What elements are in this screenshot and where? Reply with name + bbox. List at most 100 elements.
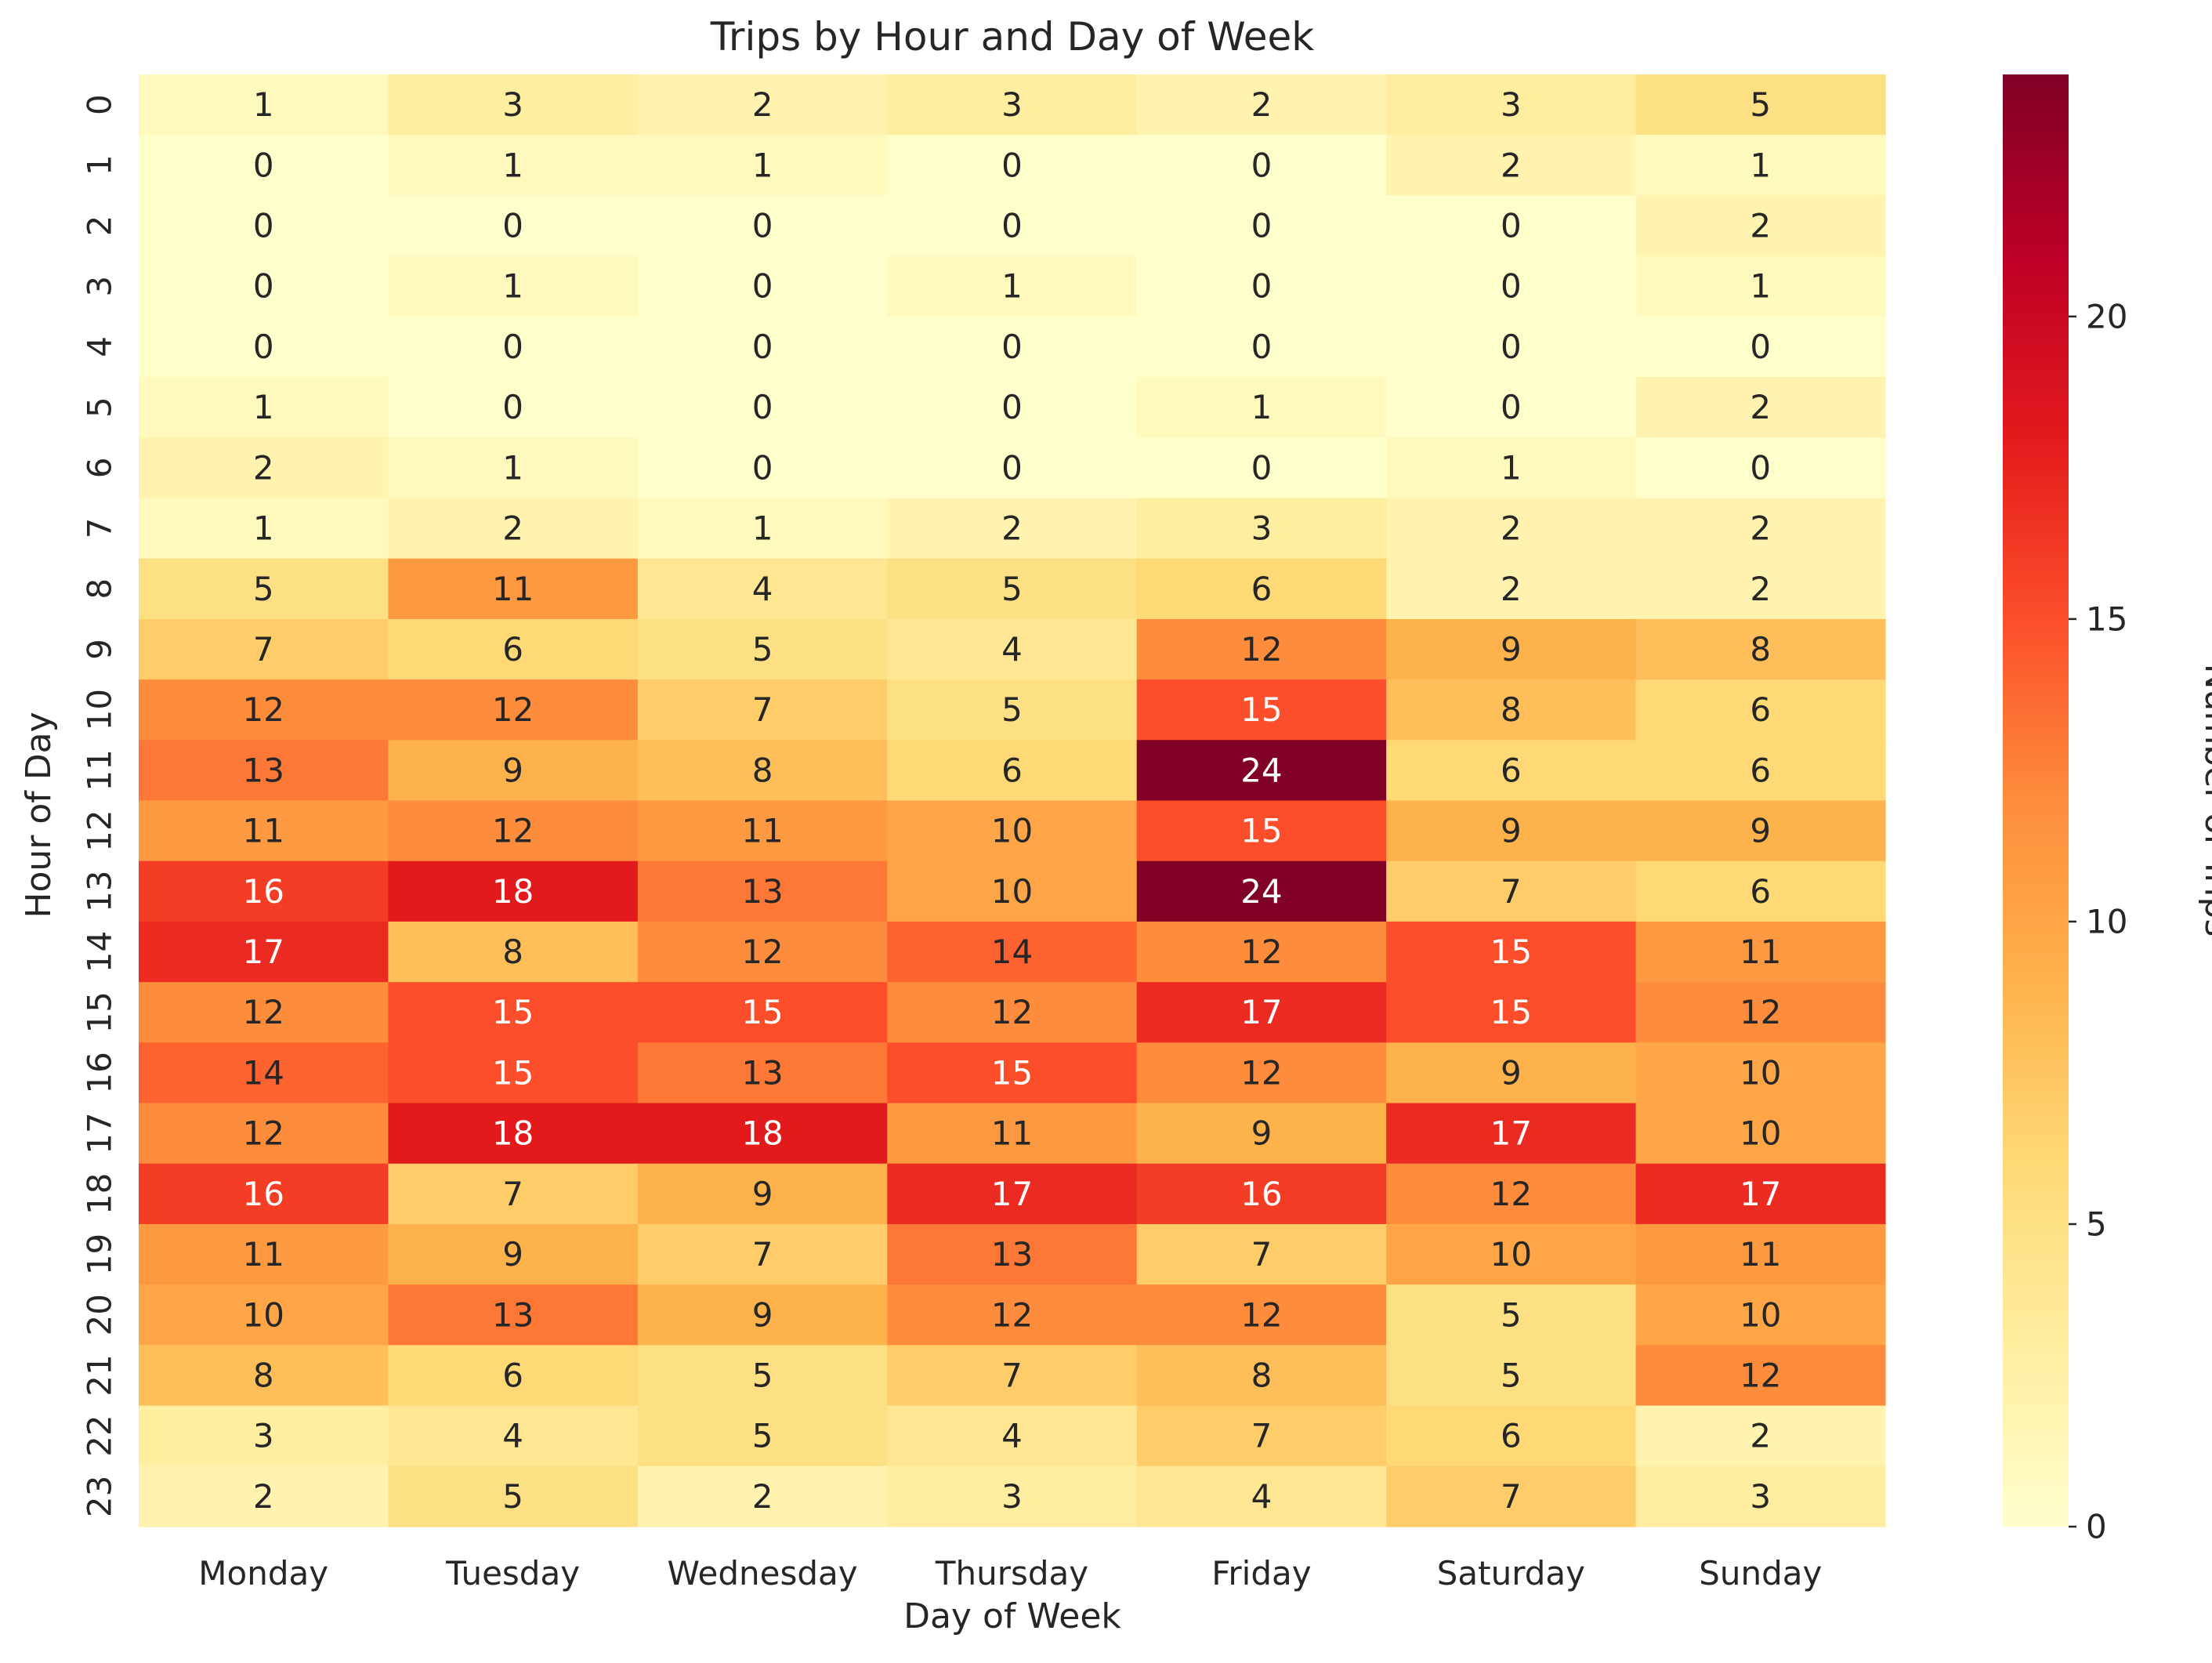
heatmap-cell xyxy=(887,1405,1138,1467)
cell-value-label: 10 xyxy=(1490,1235,1532,1274)
cell-value-label: 12 xyxy=(991,1295,1033,1334)
heatmap-cell xyxy=(388,1163,639,1225)
heatmap-cell xyxy=(1386,255,1637,317)
cell-value-label: 10 xyxy=(1740,1053,1781,1092)
cell-value-label: 4 xyxy=(1001,1417,1023,1455)
cell-value-label: 0 xyxy=(752,388,773,426)
y-tick-label: 13 xyxy=(81,871,119,912)
heatmap-cell xyxy=(887,437,1138,499)
heatmap-cell xyxy=(637,1405,888,1467)
cell-value-label: 4 xyxy=(502,1417,523,1455)
heatmap-cell xyxy=(637,437,888,499)
heatmap-cell xyxy=(1635,558,1886,620)
heatmap-cell xyxy=(1635,1042,1886,1104)
heatmap-cell xyxy=(1635,1466,1886,1527)
cell-value-label: 17 xyxy=(1490,1114,1532,1153)
heatmap-cell xyxy=(1386,860,1637,922)
cell-value-label: 17 xyxy=(991,1175,1033,1213)
heatmap-cell xyxy=(139,1345,389,1407)
cell-value-label: 12 xyxy=(1240,933,1282,971)
heatmap-cell xyxy=(1635,255,1886,317)
cell-value-label: 0 xyxy=(1501,207,1522,245)
heatmap-cell xyxy=(1635,135,1886,197)
colorbar-ticks: 0 5 10 15 20 xyxy=(2069,297,2127,1546)
cell-value-label: 1 xyxy=(1750,146,1771,184)
heatmap-cell xyxy=(637,860,888,922)
cell-value-label: 15 xyxy=(1490,933,1532,971)
heatmap-cell xyxy=(637,498,888,560)
heatmap-cell xyxy=(1635,1405,1886,1467)
cell-value-label: 24 xyxy=(1240,751,1282,789)
y-tick-label: 12 xyxy=(81,810,119,851)
heatmap-cell xyxy=(1136,1163,1387,1225)
heatmap-cell xyxy=(139,1284,389,1346)
heatmap-cell xyxy=(139,74,389,136)
cell-value-label: 12 xyxy=(741,933,783,971)
y-tick-label: 9 xyxy=(81,639,119,660)
cell-value-label: 14 xyxy=(242,1053,284,1092)
y-tick-label: 5 xyxy=(81,397,119,418)
cell-value-label: 12 xyxy=(1240,630,1282,668)
heatmap-cell xyxy=(637,1103,888,1165)
colorbar: 0 5 10 15 20 Number of Trips xyxy=(2003,74,2212,1546)
cell-value-label: 0 xyxy=(253,328,274,366)
cell-value-label: 3 xyxy=(1501,85,1522,124)
cell-value-label: 6 xyxy=(1501,1417,1522,1455)
heatmap-cell xyxy=(637,1042,888,1104)
heatmap-cell xyxy=(887,1466,1138,1527)
heatmap-cell xyxy=(1136,74,1387,136)
heatmap-cell xyxy=(887,377,1138,438)
cell-value-label: 5 xyxy=(1501,1356,1522,1394)
cell-value-label: 9 xyxy=(1501,812,1522,850)
heatmap-cell xyxy=(388,1042,639,1104)
heatmap-cell xyxy=(887,195,1138,257)
cell-value-label: 7 xyxy=(253,630,274,668)
cell-value-label: 12 xyxy=(242,1114,284,1153)
heatmap-cell xyxy=(388,316,639,378)
y-tick-label: 17 xyxy=(81,1112,119,1154)
cell-value-label: 2 xyxy=(1750,207,1771,245)
heatmap-cell xyxy=(388,679,639,741)
cell-value-label: 0 xyxy=(1501,267,1522,306)
cell-value-label: 9 xyxy=(1251,1114,1273,1153)
cell-value-label: 1 xyxy=(1750,267,1771,306)
heatmap-cell xyxy=(637,921,888,983)
colorbar-tick-label: 15 xyxy=(2086,600,2127,638)
cell-value-label: 11 xyxy=(1740,933,1781,971)
heatmap-cell xyxy=(139,377,389,438)
cell-value-label: 8 xyxy=(752,751,773,789)
heatmap-cell xyxy=(1386,740,1637,802)
heatmap-cell xyxy=(388,377,639,438)
cell-value-label: 1 xyxy=(1251,388,1273,426)
cell-value-label: 17 xyxy=(1740,1175,1781,1213)
colorbar-tick-label: 5 xyxy=(2086,1205,2107,1243)
heatmap-cell xyxy=(388,618,639,680)
cell-value-label: 0 xyxy=(1001,207,1023,245)
heatmap-cell xyxy=(637,558,888,620)
heatmap-cell xyxy=(1386,921,1637,983)
heatmap-cell xyxy=(139,195,389,257)
heatmap-cell xyxy=(887,1042,1138,1104)
cell-value-label: 4 xyxy=(752,570,773,608)
cell-value-label: 7 xyxy=(1501,872,1522,911)
heatmap-cell xyxy=(1136,1042,1387,1104)
cell-value-label: 4 xyxy=(1251,1477,1273,1516)
cell-value-label: 13 xyxy=(242,751,284,789)
cell-value-label: 1 xyxy=(253,85,274,124)
heatmap-cell xyxy=(887,618,1138,680)
heatmap-cell xyxy=(887,498,1138,560)
cell-value-label: 2 xyxy=(1750,1417,1771,1455)
heatmap-cell xyxy=(388,1466,639,1527)
y-tick-label: 15 xyxy=(81,991,119,1033)
cell-value-label: 7 xyxy=(752,1235,773,1274)
cell-value-label: 0 xyxy=(502,388,523,426)
heatmap-cell xyxy=(637,800,888,862)
heatmap-cell xyxy=(1635,498,1886,560)
x-tick-label: Saturday xyxy=(1437,1554,1585,1592)
heatmap-cell xyxy=(388,1405,639,1467)
cell-value-label: 5 xyxy=(752,1417,773,1455)
cell-value-label: 2 xyxy=(502,509,523,548)
heatmap-cell xyxy=(1386,195,1637,257)
y-tick-label: 6 xyxy=(81,457,119,478)
